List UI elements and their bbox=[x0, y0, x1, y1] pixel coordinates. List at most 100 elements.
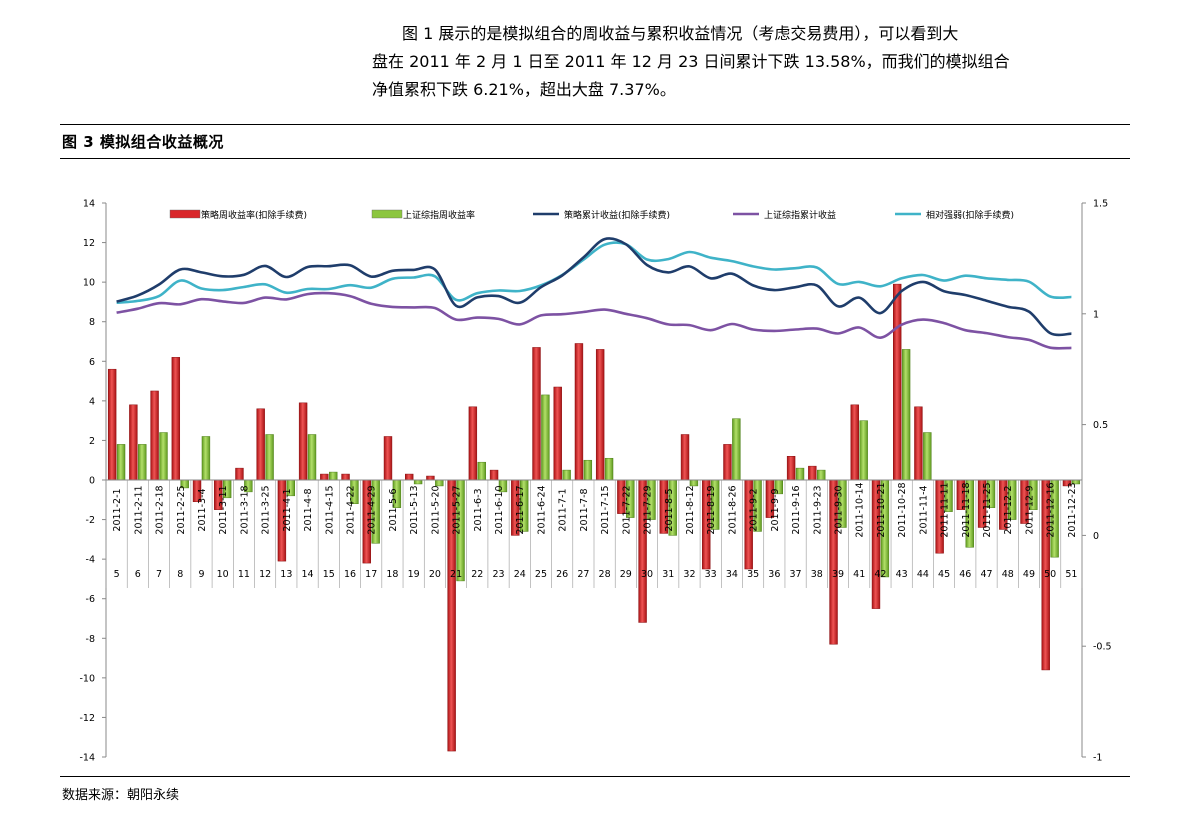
x-week-label: 18 bbox=[386, 569, 398, 580]
x-week-label: 35 bbox=[747, 569, 759, 580]
x-date-label: 2011-8-26 bbox=[727, 485, 738, 534]
right-axis-tick-label: 1 bbox=[1093, 309, 1099, 320]
right-axis-tick-label: 0 bbox=[1093, 531, 1099, 542]
legend-swatch bbox=[371, 209, 403, 219]
index-weekly-bar bbox=[265, 434, 274, 481]
x-week-label: 47 bbox=[980, 569, 992, 580]
x-date-label: 2011-3-25 bbox=[261, 485, 272, 534]
index-weekly-bar bbox=[329, 471, 338, 481]
left-axis-tick-label: -10 bbox=[79, 673, 95, 684]
x-week-label: 39 bbox=[832, 569, 844, 580]
left-axis-tick-label: 2 bbox=[89, 436, 95, 447]
index-weekly-bar bbox=[201, 436, 211, 481]
strategy-weekly-bar bbox=[893, 283, 902, 481]
x-date-label: 2011-4-29 bbox=[367, 485, 378, 534]
x-date-label: 2011-10-28 bbox=[897, 482, 908, 537]
left-axis-tick-label: -4 bbox=[86, 555, 95, 566]
x-date-label: 2011-2-11 bbox=[133, 485, 144, 534]
x-week-label: 45 bbox=[938, 569, 950, 580]
right-axis-tick-label: -1 bbox=[1093, 753, 1102, 764]
legend-label: 相对强弱(扣除手续费) bbox=[926, 209, 1014, 221]
x-date-label: 2011-7-29 bbox=[643, 485, 654, 534]
x-week-label: 13 bbox=[280, 569, 292, 580]
index-weekly-bar bbox=[732, 418, 741, 481]
figure-title: 图 3 模拟组合收益概况 bbox=[62, 133, 224, 151]
left-axis-tick-label: -6 bbox=[86, 594, 95, 605]
left-axis-tick-label: 6 bbox=[89, 357, 95, 368]
x-week-label: 24 bbox=[514, 569, 526, 580]
strategy-weekly-bar bbox=[595, 349, 605, 481]
x-date-label: 2011-9-23 bbox=[812, 485, 823, 534]
strategy-weekly-bar bbox=[256, 408, 265, 481]
index-weekly-bar bbox=[138, 444, 147, 481]
x-week-label: 33 bbox=[705, 569, 717, 580]
x-week-label: 51 bbox=[1065, 569, 1077, 580]
x-date-label: 2011-5-6 bbox=[388, 488, 399, 531]
x-week-label: 21 bbox=[450, 569, 462, 580]
left-axis-tick-label: 4 bbox=[89, 396, 95, 407]
x-week-label: 44 bbox=[917, 569, 929, 580]
x-date-label: 2011-5-13 bbox=[409, 485, 420, 534]
x-date-label: 2011-4-1 bbox=[282, 488, 293, 531]
strategy-weekly-bar bbox=[786, 456, 796, 481]
index-cumulative-line bbox=[116, 291, 1072, 350]
intro-paragraph: 图 1 展示的是模拟组合的周收益与累积收益情况（考虑交易费用），可以看到大 盘在… bbox=[372, 20, 1124, 104]
x-date-label: 2011-4-15 bbox=[324, 485, 335, 534]
index-weekly-bar bbox=[477, 461, 486, 481]
x-week-label: 12 bbox=[259, 569, 271, 580]
x-week-label: 14 bbox=[302, 569, 314, 580]
x-date-label: 2011-8-5 bbox=[664, 488, 675, 531]
strategy-weekly-bar bbox=[723, 444, 732, 481]
index-weekly-bar bbox=[583, 459, 593, 481]
legend-label: 策略周收益率(扣除手续费) bbox=[201, 209, 307, 221]
legend-label: 上证综指累计收益 bbox=[764, 209, 836, 221]
left-axis-tick-label: 0 bbox=[89, 476, 95, 487]
x-week-label: 23 bbox=[492, 569, 504, 580]
x-date-label: 2011-12-2 bbox=[1003, 485, 1014, 534]
x-date-label: 2011-12-23 bbox=[1067, 482, 1078, 537]
title-divider bbox=[60, 158, 1130, 159]
x-date-label: 2011-4-22 bbox=[346, 485, 357, 534]
x-week-label: 26 bbox=[556, 569, 568, 580]
x-week-label: 10 bbox=[217, 569, 229, 580]
index-weekly-bar bbox=[435, 479, 444, 487]
strategy-weekly-bar bbox=[405, 473, 414, 481]
x-date-label: 2011-11-11 bbox=[940, 482, 951, 537]
left-axis-tick-label: -14 bbox=[79, 753, 95, 764]
x-date-label: 2011-5-20 bbox=[430, 485, 441, 534]
x-date-label: 2011-7-1 bbox=[558, 488, 569, 531]
left-axis-tick-label: 8 bbox=[89, 317, 95, 328]
x-week-label: 48 bbox=[1002, 569, 1014, 580]
strategy-weekly-bar bbox=[808, 465, 817, 481]
x-week-label: 49 bbox=[1023, 569, 1035, 580]
index-weekly-bar bbox=[817, 469, 826, 481]
x-date-label: 2011-8-19 bbox=[706, 485, 717, 534]
x-date-label: 2011-3-4 bbox=[197, 488, 208, 531]
x-week-label: 42 bbox=[874, 569, 886, 580]
x-week-label: 7 bbox=[156, 569, 162, 580]
x-week-label: 38 bbox=[811, 569, 823, 580]
intro-line-1: 图 1 展示的是模拟组合的周收益与累积收益情况（考虑交易费用），可以看到大 bbox=[402, 24, 959, 43]
x-date-label: 2011-6-3 bbox=[473, 488, 484, 531]
x-week-label: 37 bbox=[790, 569, 802, 580]
x-date-label: 2011-4-8 bbox=[303, 488, 314, 531]
x-date-label: 2011-12-16 bbox=[1046, 482, 1057, 537]
x-date-label: 2011-3-18 bbox=[239, 485, 250, 534]
legend-label: 上证综指周收益率 bbox=[403, 209, 475, 221]
x-week-label: 28 bbox=[599, 569, 611, 580]
strategy-weekly-bar bbox=[468, 406, 478, 481]
x-date-label: 2011-11-4 bbox=[918, 485, 929, 534]
x-week-label: 17 bbox=[365, 569, 377, 580]
relative-strength-line bbox=[116, 241, 1072, 305]
x-week-label: 6 bbox=[135, 569, 141, 580]
x-date-label: 2011-6-10 bbox=[494, 485, 505, 534]
x-week-label: 41 bbox=[853, 569, 865, 580]
x-date-label: 2011-12-9 bbox=[1024, 485, 1035, 534]
legend-swatch bbox=[169, 209, 201, 219]
strategy-weekly-bar bbox=[107, 368, 117, 481]
intro-line-3: 净值累积下跌 6.21%，超出大盘 7.37%。 bbox=[372, 80, 676, 99]
x-date-label: 2011-2-1 bbox=[112, 488, 123, 531]
index-weekly-bar bbox=[795, 467, 805, 481]
x-date-label: 2011-2-25 bbox=[176, 485, 187, 534]
